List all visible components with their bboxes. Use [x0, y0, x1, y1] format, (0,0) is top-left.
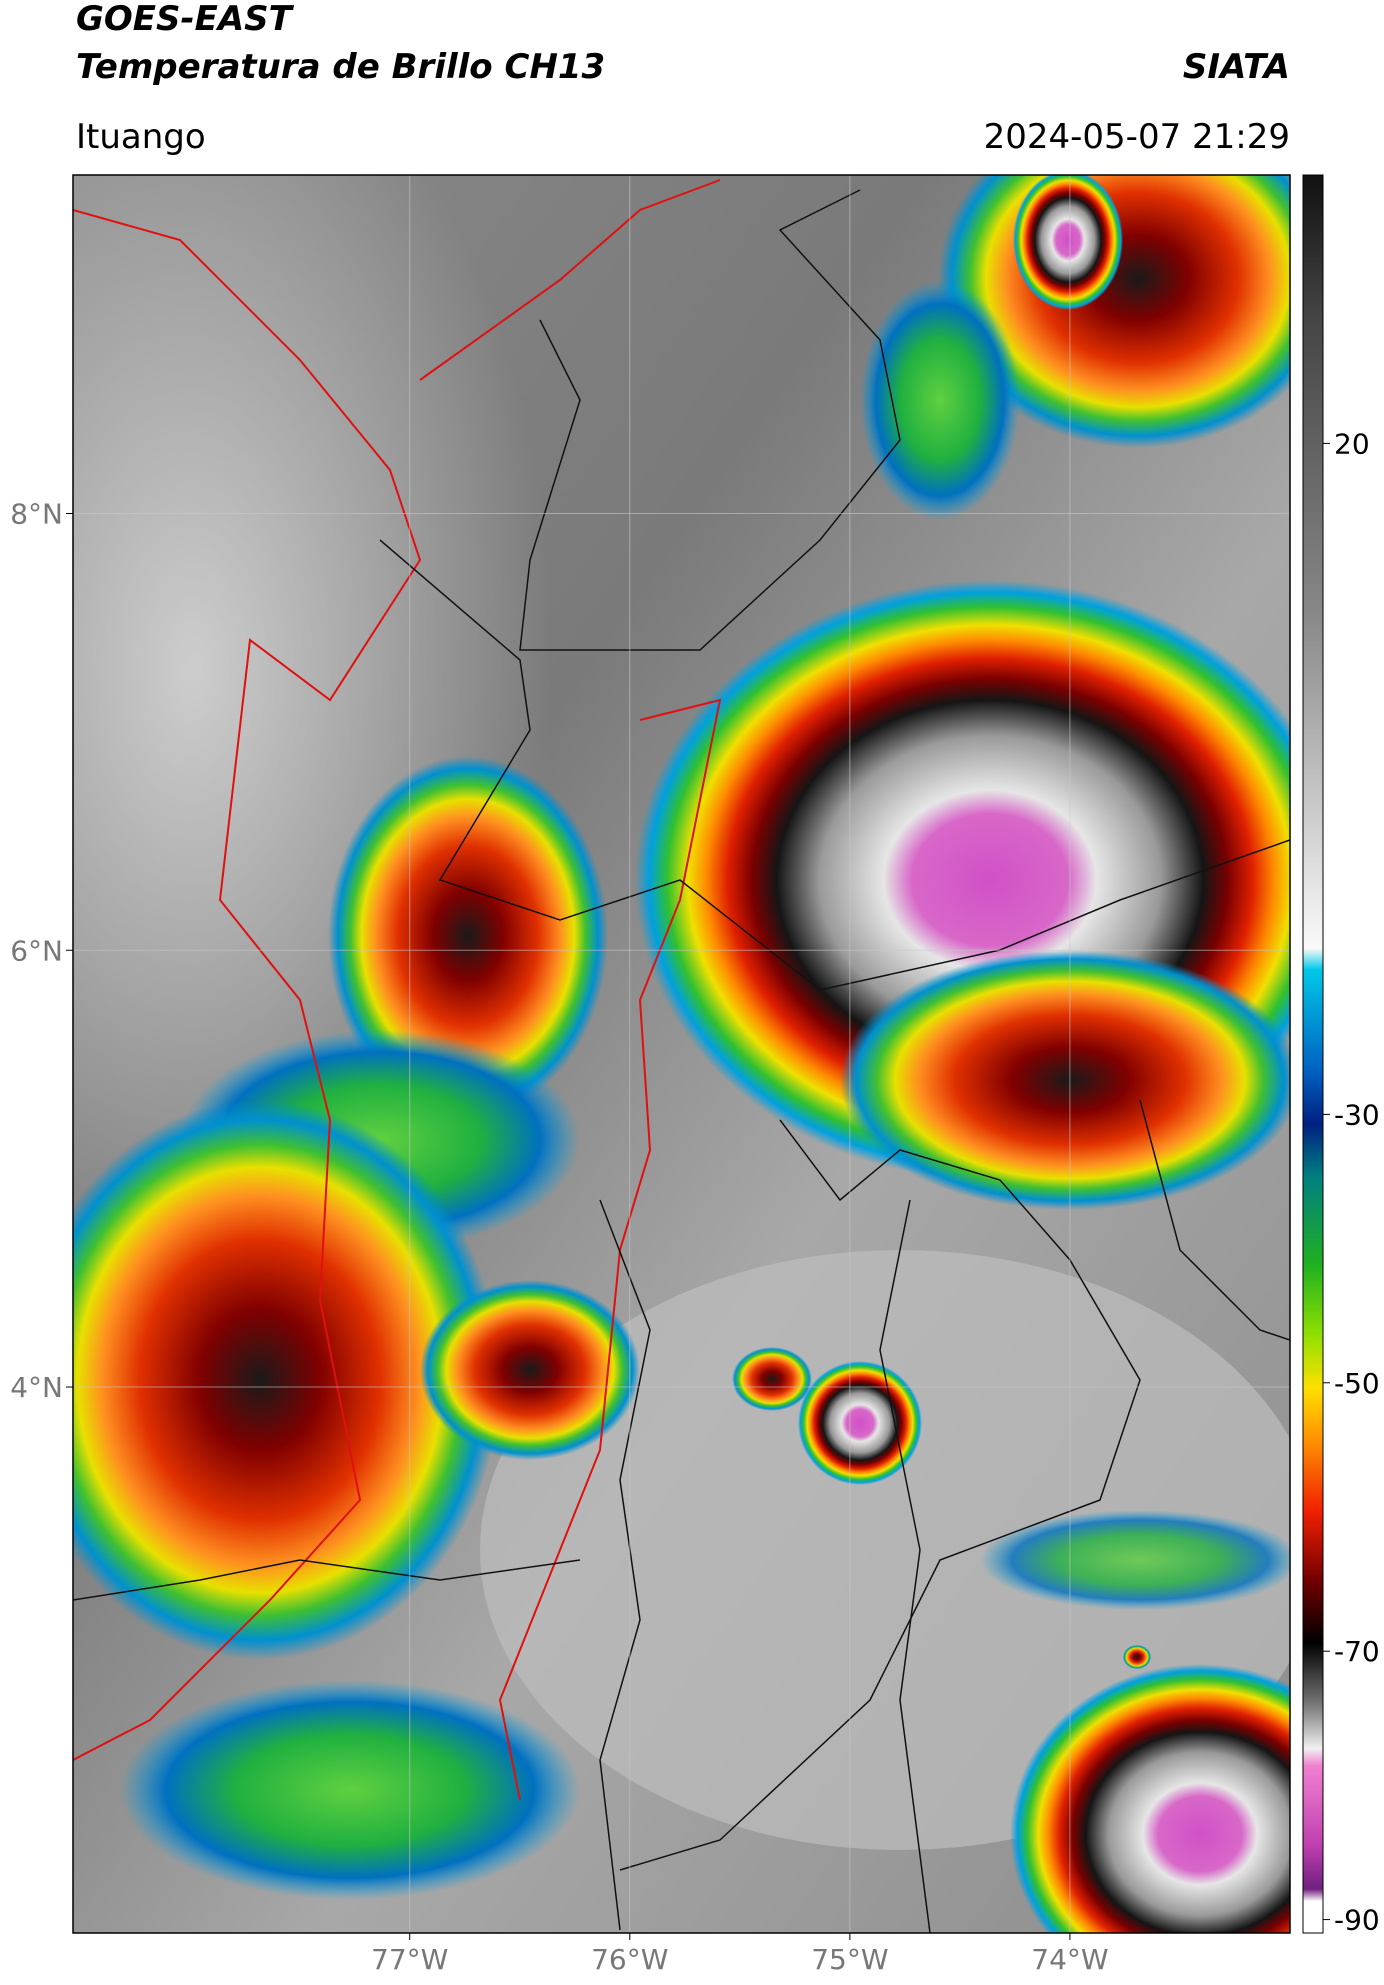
source: SIATA [1183, 47, 1290, 87]
y-tick-label: 6°N [10, 934, 63, 967]
colorbar-tick-label: -30 [1334, 1098, 1380, 1131]
y-tick-label: 4°N [10, 1371, 63, 1404]
colorbar-tick-label: -50 [1334, 1367, 1380, 1400]
location: Ituango [76, 117, 206, 157]
satellite-image [73, 175, 1290, 1933]
map-frame [72, 174, 1291, 1934]
title: GOES-EAST [76, 0, 295, 39]
grid [73, 175, 1290, 1933]
colorbar-tick-label: -70 [1334, 1635, 1380, 1668]
x-tick-label: 76°W [591, 1943, 668, 1976]
subtitle: Temperatura de Brillo CH13 [76, 47, 605, 87]
y-tick-label: 8°N [10, 497, 63, 530]
colorbar-tick-label: -90 [1334, 1904, 1380, 1937]
colorbar [1302, 174, 1324, 1934]
x-tick-label: 74°W [1031, 1943, 1108, 1976]
x-tick-label: 75°W [811, 1943, 888, 1976]
datetime: 2024-05-07 21:29 [984, 117, 1290, 157]
x-tick-label: 77°W [371, 1943, 448, 1976]
colorbar-tick-label: 20 [1334, 427, 1370, 460]
